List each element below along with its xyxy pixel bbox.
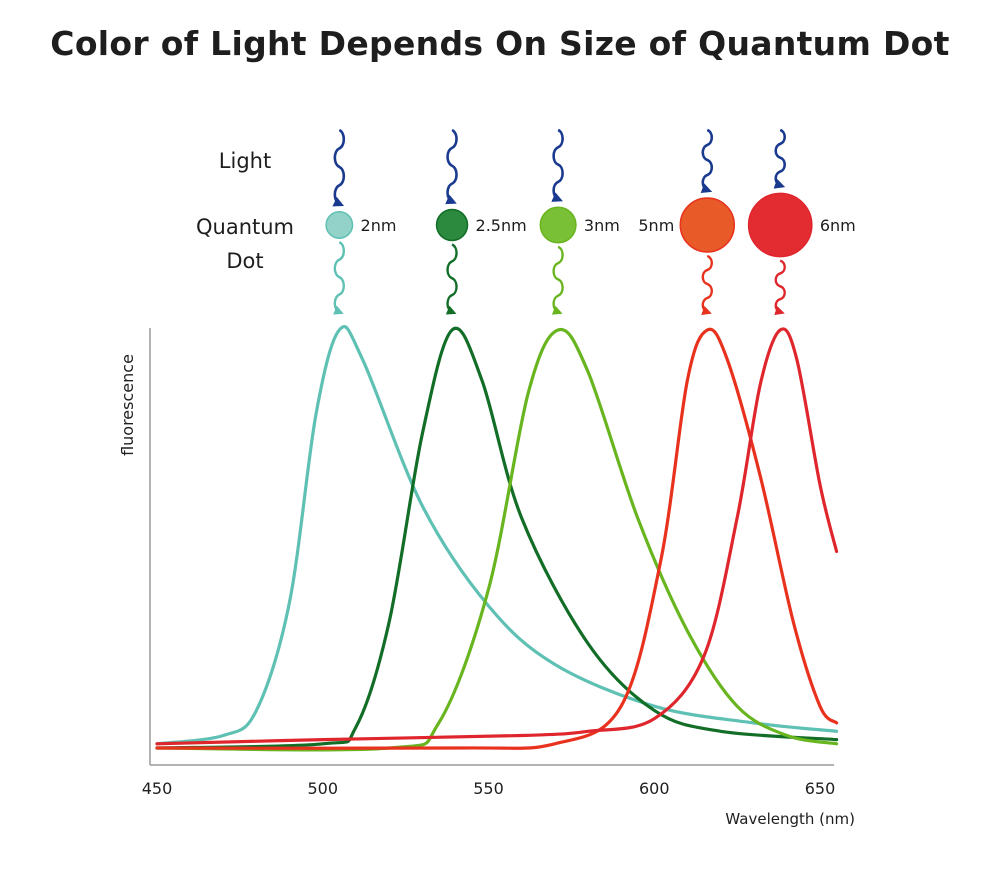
- incoming-light-wave: [551, 128, 564, 202]
- quantum-dot-2.5nm: [435, 208, 469, 242]
- chart-axes: fluorescence Wavelength (nm): [118, 328, 855, 828]
- dot-size-label: 2.5nm: [476, 216, 527, 235]
- incoming-light-wave: [332, 128, 346, 207]
- quantum-dot-5nm: [679, 197, 736, 253]
- x-axis-label: Wavelength (nm): [725, 810, 855, 828]
- incoming-light-wave: [445, 128, 458, 205]
- quantum-dot-3nm: [539, 206, 577, 244]
- fluorescence-curves: [155, 325, 839, 752]
- quantum-dot-row-label-line2: Dot: [226, 249, 263, 273]
- quantum-dots: 2nm 2.5nm 3nm 5nm 6nm: [325, 192, 856, 258]
- incoming-light-wave: [700, 128, 714, 194]
- x-tick-labels: 450 500 550 600 650: [142, 779, 836, 798]
- emitted-light-wave: [333, 241, 346, 315]
- x-tick-label: 500: [307, 779, 338, 798]
- series-line-5nm: [155, 327, 839, 750]
- series-line-2.5nm: [155, 326, 839, 750]
- emitted-light-wave: [701, 254, 713, 315]
- x-tick-label: 650: [805, 779, 836, 798]
- incoming-light-wave: [773, 128, 787, 189]
- quantum-dot-row-label-line1: Quantum: [196, 215, 294, 239]
- x-tick-label: 550: [473, 779, 504, 798]
- series-line-6nm: [155, 327, 839, 746]
- series-line-3nm: [155, 327, 839, 752]
- dot-size-label: 5nm: [638, 216, 674, 235]
- dot-size-label: 6nm: [820, 216, 856, 235]
- dot-size-label: 3nm: [584, 216, 620, 235]
- x-tick-label: 450: [142, 779, 173, 798]
- dot-size-label: 2nm: [361, 216, 397, 235]
- quantum-dot-2nm: [325, 211, 354, 239]
- quantum-dot-6nm: [747, 192, 813, 258]
- light-row-label: Light: [219, 149, 271, 173]
- page-title: Color of Light Depends On Size of Quantu…: [50, 24, 950, 63]
- x-tick-label: 600: [639, 779, 670, 798]
- emitted-light-wave: [551, 245, 564, 315]
- emitted-light-wave: [445, 243, 458, 315]
- emitted-light-wave: [774, 259, 786, 316]
- series-line-2nm: [155, 325, 839, 746]
- y-axis-label: fluorescence: [118, 354, 137, 456]
- light-waves: [332, 128, 787, 316]
